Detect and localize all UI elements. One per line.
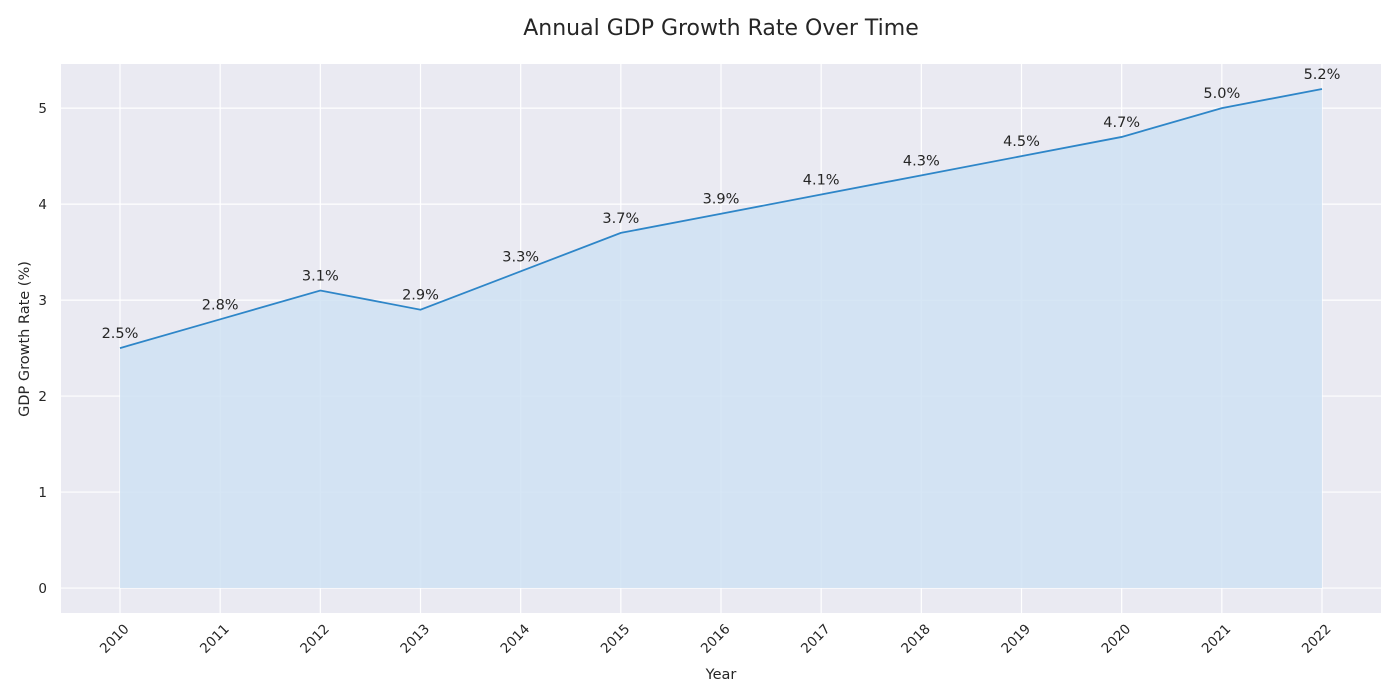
- x-tick-label: 2014: [498, 621, 534, 657]
- x-tick-label: 2012: [297, 621, 333, 657]
- data-label: 3.1%: [302, 269, 339, 285]
- x-axis-label: Year: [705, 667, 737, 683]
- data-label: 2.5%: [102, 326, 139, 342]
- x-tick-label: 2022: [1299, 621, 1335, 657]
- x-tick-label: 2018: [898, 621, 934, 657]
- x-tick-label: 2011: [197, 621, 233, 657]
- data-label: 3.3%: [502, 249, 539, 265]
- x-tick-label: 2020: [1099, 621, 1135, 657]
- data-label: 4.7%: [1103, 115, 1140, 131]
- data-labels: 2.5% 2.8% 3.1% 2.9% 3.3% 3.7% 3.9% 4.1% 4.3% 4.5%…: [102, 67, 1341, 342]
- y-tick-label: 2: [38, 389, 47, 405]
- y-tick-labels: 0 1 2 3 4 5: [38, 101, 47, 597]
- data-label: 3.7%: [602, 211, 639, 227]
- y-axis-label: GDP Growth Rate (%): [17, 261, 33, 417]
- x-tick-label: 2019: [998, 621, 1034, 657]
- data-label: 4.3%: [903, 153, 940, 169]
- data-label: 2.8%: [202, 297, 239, 313]
- y-tick-label: 4: [38, 197, 47, 213]
- data-label: 5.2%: [1304, 67, 1341, 83]
- x-tick-label: 2015: [598, 621, 634, 657]
- chart-title: Annual GDP Growth Rate Over Time: [523, 16, 919, 41]
- y-tick-label: 5: [38, 101, 47, 117]
- y-tick-label: 3: [38, 293, 47, 309]
- data-label: 4.1%: [803, 173, 840, 189]
- x-tick-label: 2013: [397, 621, 433, 657]
- data-label: 2.9%: [402, 288, 439, 304]
- x-tick-label: 2016: [698, 621, 734, 657]
- data-label: 5.0%: [1203, 86, 1240, 102]
- x-tick-labels: 2010 2011 2012 2013 2014 2015 2016 2017 2018 2019…: [97, 621, 1335, 657]
- x-tick-label: 2017: [798, 621, 834, 657]
- series-line: [119, 88, 1323, 349]
- y-tick-label: 0: [38, 581, 47, 597]
- x-tick-label: 2010: [97, 621, 133, 657]
- data-label: 4.5%: [1003, 134, 1040, 150]
- area-fill: [120, 88, 1322, 589]
- y-tick-label: 1: [38, 485, 47, 501]
- x-tick-label: 2021: [1199, 621, 1235, 657]
- data-label: 3.9%: [703, 192, 740, 208]
